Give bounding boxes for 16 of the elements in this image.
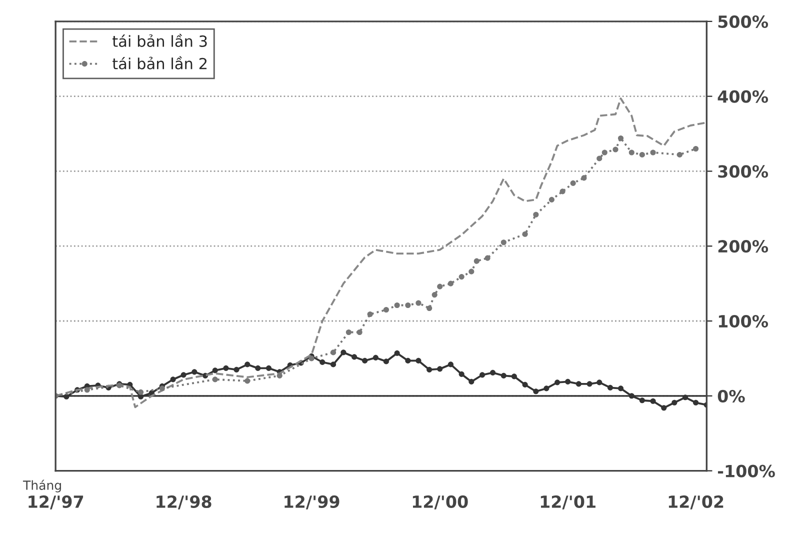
y-tick-label: 500% [718,15,768,28]
y-tick-label: 100% [718,314,768,328]
y-tick-label: 300% [718,165,768,178]
legend-label: tái bản lần 3 [112,34,207,47]
x-tick-label: 12/'02 [668,495,724,510]
legend-label: tái bản lần 2 [112,56,206,70]
y-tick-label: 400% [718,90,768,103]
y-tick-label: 200% [718,240,768,253]
x-tick-label: 12/'01 [540,495,596,510]
x-axis-title: Tháng [22,480,61,492]
x-tick-label: 12/'99 [284,495,340,510]
y-tick-label: -100% [718,464,775,478]
x-tick-label: 12/'98 [156,495,212,510]
x-tick-label: 12/'97 [28,495,84,510]
y-tick-label: 0% [718,390,745,402]
x-tick-label: 12/'00 [412,495,468,510]
